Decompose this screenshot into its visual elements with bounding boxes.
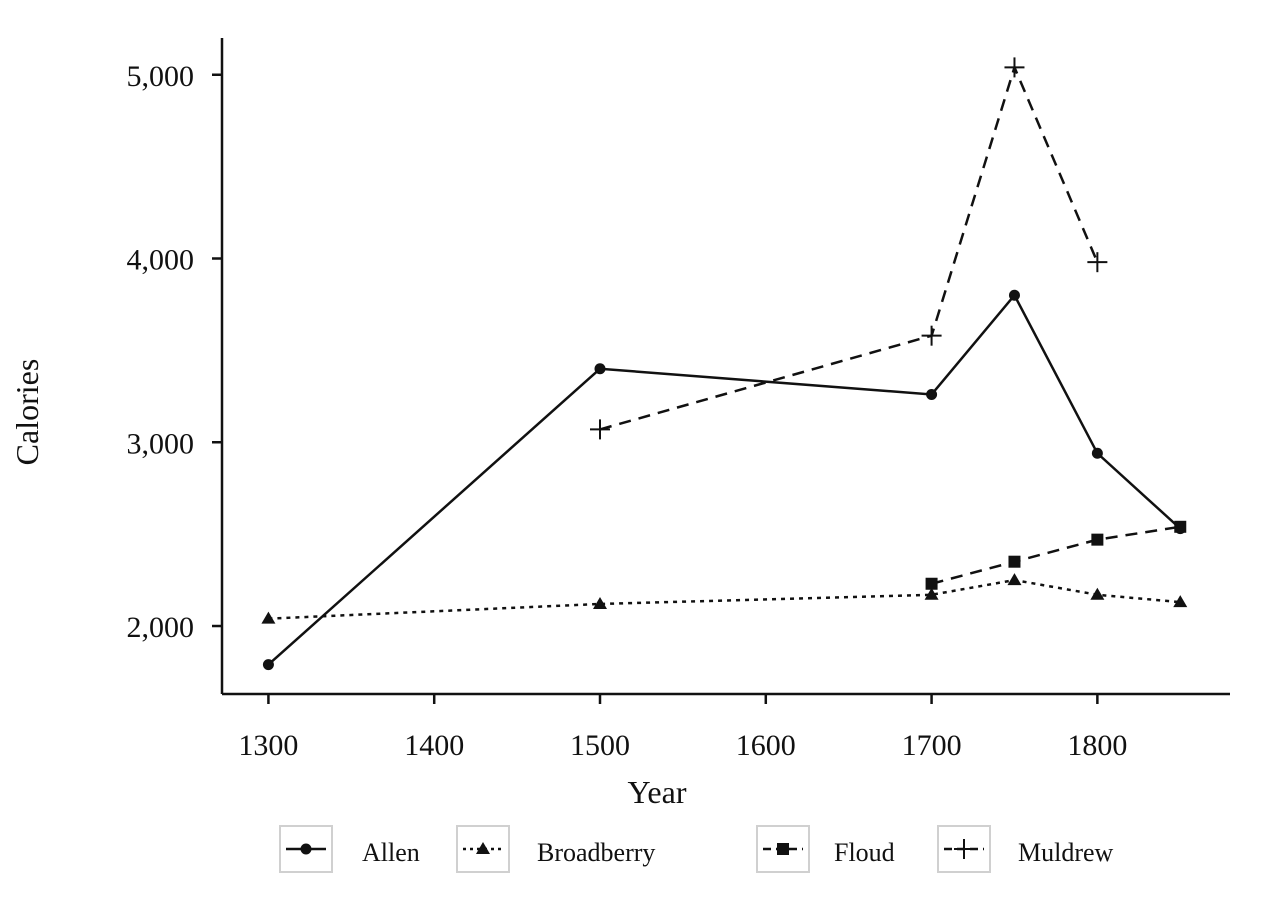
x-tick-label: 1300 xyxy=(238,729,298,762)
series-allen xyxy=(262,289,1186,671)
data-point-muldrew xyxy=(1004,57,1025,78)
data-point-muldrew xyxy=(590,419,610,440)
y-tick-label: 5,000 xyxy=(127,60,195,93)
legend-item-floud: Floud xyxy=(756,825,895,873)
series-line-muldrew xyxy=(599,63,1099,431)
legend-label-floud: Floud xyxy=(834,838,895,867)
y-tick-label: 3,000 xyxy=(127,427,195,460)
x-tick-label: 1500 xyxy=(570,729,630,762)
data-point-broadberry xyxy=(1007,573,1022,586)
data-point-broadberry xyxy=(261,611,276,624)
series-line-broadberry xyxy=(268,578,1181,620)
data-point-allen xyxy=(262,659,274,671)
series-floud xyxy=(925,520,1187,590)
data-point-allen xyxy=(1008,289,1020,301)
x-axis-title: Year xyxy=(628,774,687,810)
legend-label-broadberry: Broadberry xyxy=(537,838,655,867)
series-muldrew xyxy=(590,57,1108,440)
data-point-floud xyxy=(1008,555,1021,568)
x-tick-label: 1700 xyxy=(902,729,962,762)
series-line-floud xyxy=(931,525,1181,585)
legend-marker-floud xyxy=(777,843,789,855)
legend-marker-allen xyxy=(300,843,312,855)
legend-label-allen: Allen xyxy=(362,838,420,867)
legend-label-muldrew: Muldrew xyxy=(1018,838,1114,867)
series-broadberry xyxy=(261,573,1188,624)
y-axis-title: Calories xyxy=(9,359,45,466)
data-point-floud xyxy=(1174,520,1187,533)
data-point-allen xyxy=(1091,447,1103,459)
y-tick-label: 2,000 xyxy=(127,611,195,644)
legend-item-muldrew: Muldrew xyxy=(937,825,1114,873)
x-tick-label: 1600 xyxy=(736,729,796,762)
y-ticks: 2,000 3,000 4,000 5,000 xyxy=(127,60,222,644)
legend: Allen Broadberry Floud Muldrew xyxy=(279,825,1114,873)
axes xyxy=(220,38,1230,696)
data-point-muldrew xyxy=(921,325,942,346)
data-point-broadberry xyxy=(593,596,607,609)
legend-item-allen: Allen xyxy=(279,825,420,873)
legend-marker-muldrew xyxy=(954,839,974,859)
data-point-floud xyxy=(1091,533,1104,546)
legend-marker-broadberry xyxy=(476,842,490,854)
y-tick-label: 4,000 xyxy=(127,244,195,277)
data-point-broadberry xyxy=(1173,595,1188,608)
data-point-allen xyxy=(926,388,938,400)
series-line-allen xyxy=(267,293,1182,666)
data-point-broadberry xyxy=(924,587,939,600)
data-point-floud xyxy=(925,577,938,590)
x-ticks: 1300 1400 1500 1600 1700 1800 xyxy=(238,694,1127,762)
data-point-allen xyxy=(594,363,606,375)
data-point-broadberry xyxy=(1090,587,1105,600)
series-layer xyxy=(261,57,1188,671)
x-tick-label: 1400 xyxy=(404,729,464,762)
legend-item-broadberry: Broadberry xyxy=(456,825,655,873)
x-tick-label: 1800 xyxy=(1067,729,1127,762)
data-point-muldrew xyxy=(1087,252,1108,273)
